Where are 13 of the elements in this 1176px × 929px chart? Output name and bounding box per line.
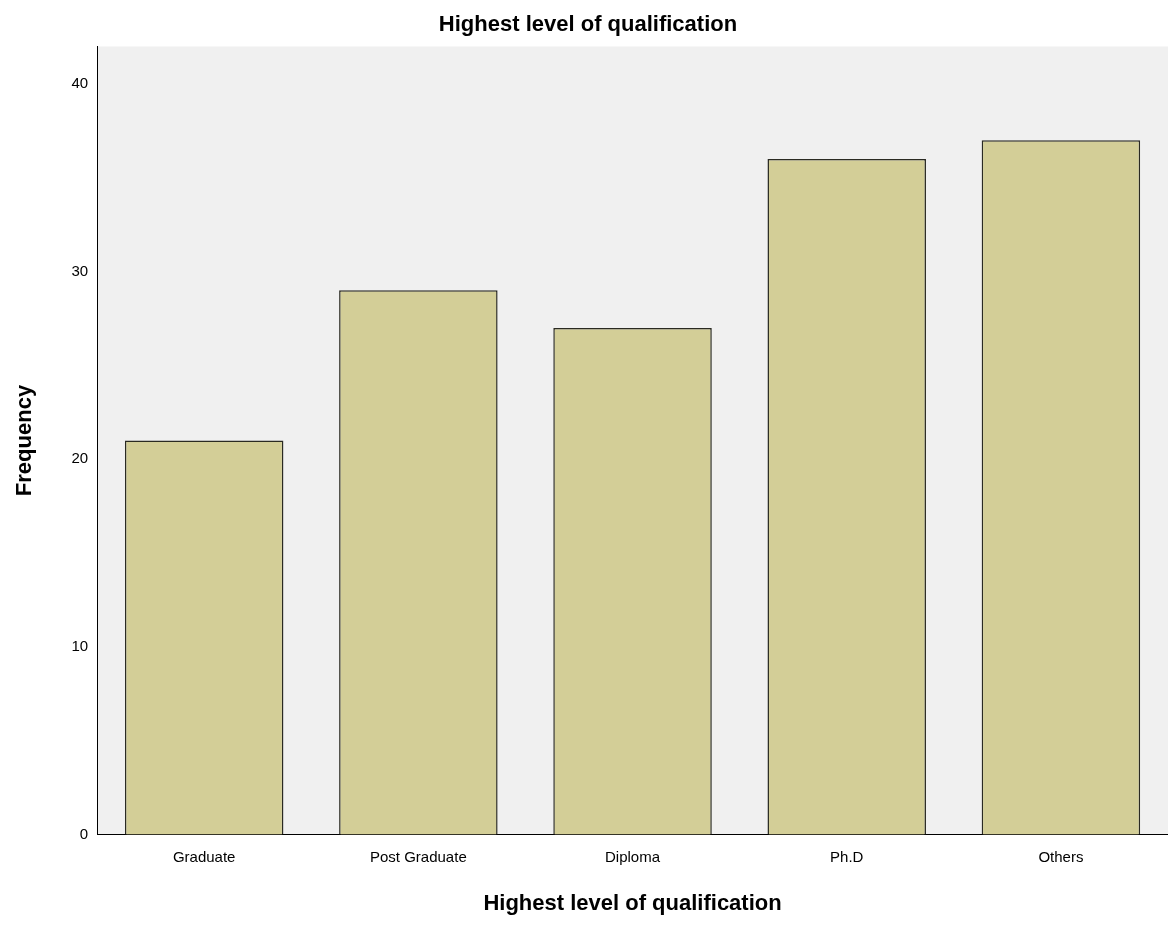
x-tick-label: Ph.D	[830, 847, 864, 865]
y-tick-label: 20	[71, 449, 89, 467]
x-tick-label: Post Graduate	[369, 847, 467, 865]
y-tick-label: 0	[79, 824, 89, 842]
x-axis-title: Highest level of qualification	[483, 889, 782, 915]
x-tick-label: Diploma	[605, 847, 661, 865]
y-axis-title: Frequency	[11, 384, 37, 497]
y-tick-label: 40	[71, 74, 89, 92]
y-tick-label: 30	[71, 261, 89, 279]
chart-title: Highest level of qualification	[438, 11, 738, 37]
x-tick-label: Others	[1038, 847, 1084, 865]
x-tick-label: Graduate	[172, 847, 236, 865]
y-tick-label: 10	[71, 637, 89, 655]
